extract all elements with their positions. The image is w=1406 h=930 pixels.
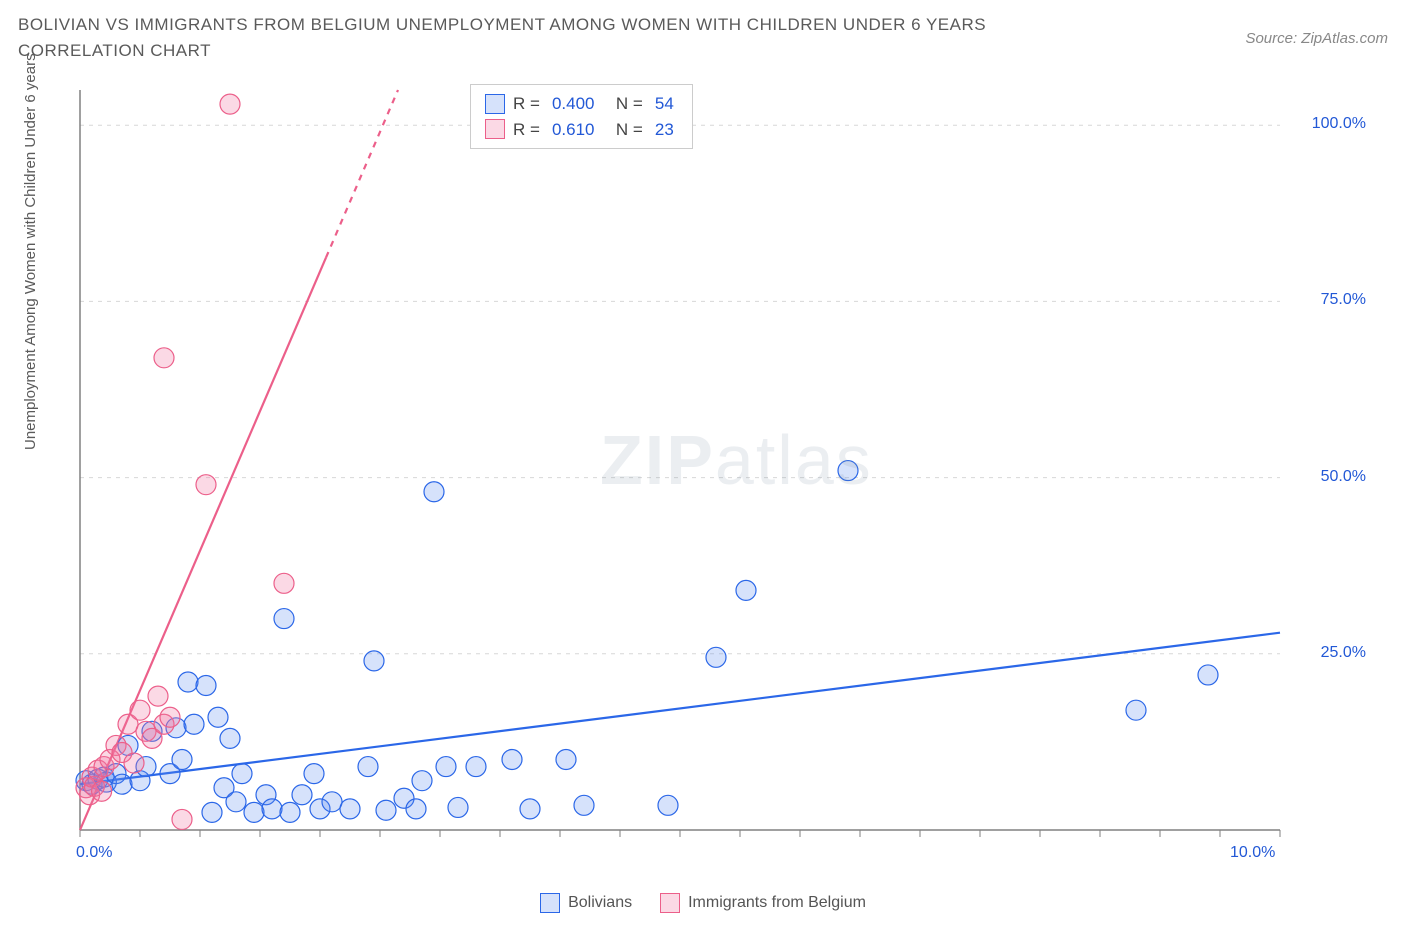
data-point bbox=[148, 686, 168, 706]
data-point bbox=[280, 802, 300, 822]
data-point bbox=[274, 609, 294, 629]
y-tick-label: 75.0% bbox=[1286, 291, 1366, 309]
data-point bbox=[736, 580, 756, 600]
x-tick-label: 0.0% bbox=[76, 844, 112, 862]
y-axis-label: Unemployment Among Women with Children U… bbox=[22, 53, 39, 450]
n-value: 23 bbox=[655, 117, 674, 143]
data-point bbox=[1198, 665, 1218, 685]
legend-swatch bbox=[660, 893, 680, 913]
data-point bbox=[244, 802, 264, 822]
series-legend: Bolivians Immigrants from Belgium bbox=[0, 893, 1406, 918]
data-point bbox=[1126, 700, 1146, 720]
data-point bbox=[196, 475, 216, 495]
data-point bbox=[502, 750, 522, 770]
data-point bbox=[112, 774, 132, 794]
data-point bbox=[172, 750, 192, 770]
data-point bbox=[340, 799, 360, 819]
data-point bbox=[172, 809, 192, 829]
r-label: R = bbox=[513, 91, 540, 117]
data-point bbox=[448, 797, 468, 817]
scatter-plot bbox=[70, 80, 1350, 870]
data-point bbox=[706, 647, 726, 667]
data-point bbox=[124, 753, 144, 773]
data-point bbox=[154, 348, 174, 368]
data-point bbox=[838, 461, 858, 481]
data-point bbox=[262, 799, 282, 819]
data-point bbox=[184, 714, 204, 734]
data-point bbox=[220, 94, 240, 114]
data-point bbox=[232, 764, 252, 784]
data-point bbox=[274, 573, 294, 593]
r-label: R = bbox=[513, 117, 540, 143]
data-point bbox=[196, 676, 216, 696]
data-point bbox=[658, 795, 678, 815]
series-legend-item: Bolivians bbox=[540, 893, 632, 913]
data-point bbox=[226, 792, 246, 812]
n-label: N = bbox=[606, 117, 642, 143]
y-tick-label: 50.0% bbox=[1286, 468, 1366, 486]
data-point bbox=[358, 757, 378, 777]
y-tick-label: 100.0% bbox=[1286, 115, 1366, 133]
chart-area bbox=[70, 80, 1350, 870]
data-point bbox=[436, 757, 456, 777]
data-point bbox=[92, 781, 112, 801]
correlation-legend: R = 0.400 N = 54 R = 0.610 N = 23 bbox=[470, 84, 693, 149]
data-point bbox=[574, 795, 594, 815]
n-label: N = bbox=[606, 91, 642, 117]
series-name: Immigrants from Belgium bbox=[688, 894, 866, 912]
data-point bbox=[202, 802, 222, 822]
r-value: 0.400 bbox=[552, 91, 595, 117]
y-tick-label: 25.0% bbox=[1286, 644, 1366, 662]
r-value: 0.610 bbox=[552, 117, 595, 143]
data-point bbox=[520, 799, 540, 819]
data-point bbox=[424, 482, 444, 502]
source-label: Source: ZipAtlas.com bbox=[1245, 30, 1388, 47]
chart-title: BOLIVIAN VS IMMIGRANTS FROM BELGIUM UNEM… bbox=[18, 12, 1118, 63]
series-name: Bolivians bbox=[568, 894, 632, 912]
data-point bbox=[466, 757, 486, 777]
n-value: 54 bbox=[655, 91, 674, 117]
correlation-row: R = 0.610 N = 23 bbox=[485, 117, 678, 143]
data-point bbox=[364, 651, 384, 671]
data-point bbox=[412, 771, 432, 791]
data-point bbox=[304, 764, 324, 784]
data-point bbox=[178, 672, 198, 692]
data-point bbox=[292, 785, 312, 805]
data-point bbox=[406, 799, 426, 819]
x-tick-label: 10.0% bbox=[1230, 844, 1275, 862]
data-point bbox=[322, 792, 342, 812]
legend-swatch bbox=[540, 893, 560, 913]
data-point bbox=[208, 707, 228, 727]
data-point bbox=[556, 750, 576, 770]
data-point bbox=[220, 728, 240, 748]
correlation-row: R = 0.400 N = 54 bbox=[485, 91, 678, 117]
data-point bbox=[130, 700, 150, 720]
data-point bbox=[376, 800, 396, 820]
legend-swatch bbox=[485, 94, 505, 114]
series-legend-item: Immigrants from Belgium bbox=[660, 893, 866, 913]
legend-swatch bbox=[485, 119, 505, 139]
data-point bbox=[160, 707, 180, 727]
